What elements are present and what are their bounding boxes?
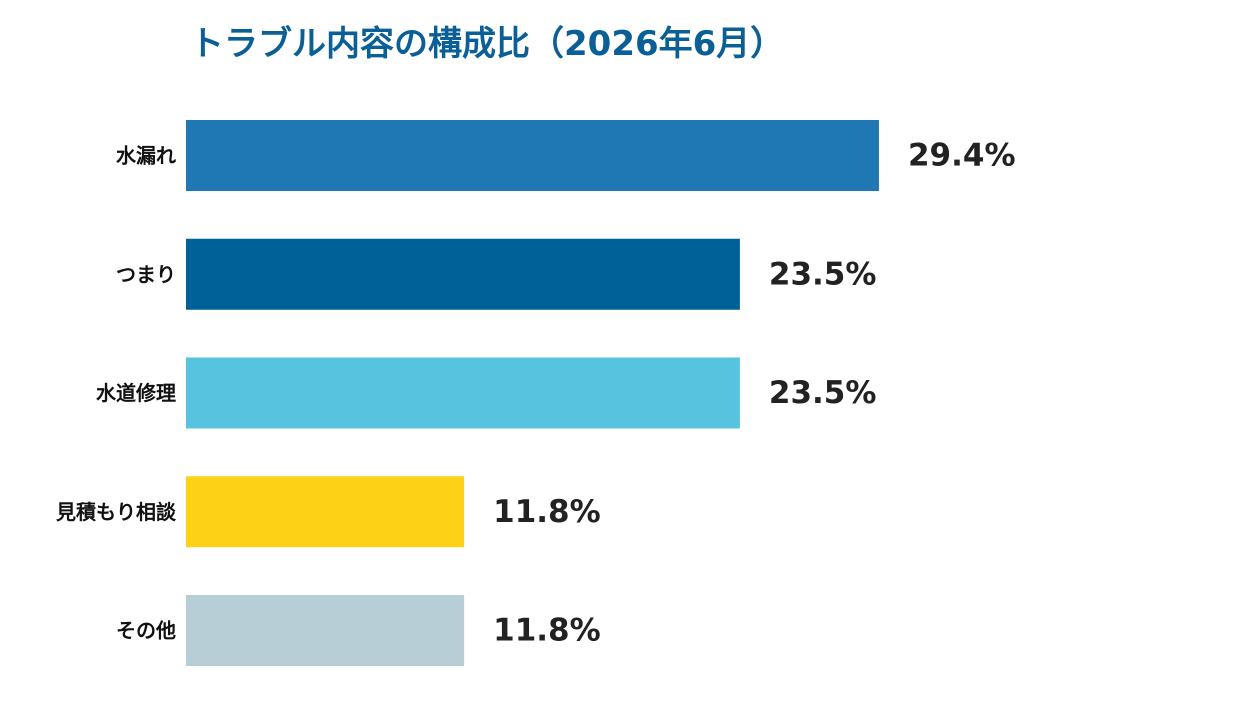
- category-label-3: 水道修理: [96, 381, 176, 405]
- value-label-4: 11.8%: [493, 494, 601, 530]
- category-label-4: 見積もり相談: [56, 500, 177, 524]
- value-label-1: 29.4%: [908, 138, 1016, 174]
- bar-3: [186, 357, 740, 429]
- bar-4: [186, 476, 465, 548]
- bar-2: [186, 238, 740, 310]
- chart-title: トラブル内容の構成比（2026年6月）: [190, 24, 785, 64]
- value-label-3: 23.5%: [769, 375, 877, 411]
- category-label-2: つまり: [116, 262, 176, 286]
- bar-5: [186, 595, 465, 666]
- bar-1: [186, 120, 879, 191]
- value-label-5: 11.8%: [493, 613, 601, 649]
- category-label-1: 水漏れ: [116, 144, 176, 168]
- value-label-2: 23.5%: [769, 256, 877, 292]
- category-label-5: その他: [116, 619, 176, 643]
